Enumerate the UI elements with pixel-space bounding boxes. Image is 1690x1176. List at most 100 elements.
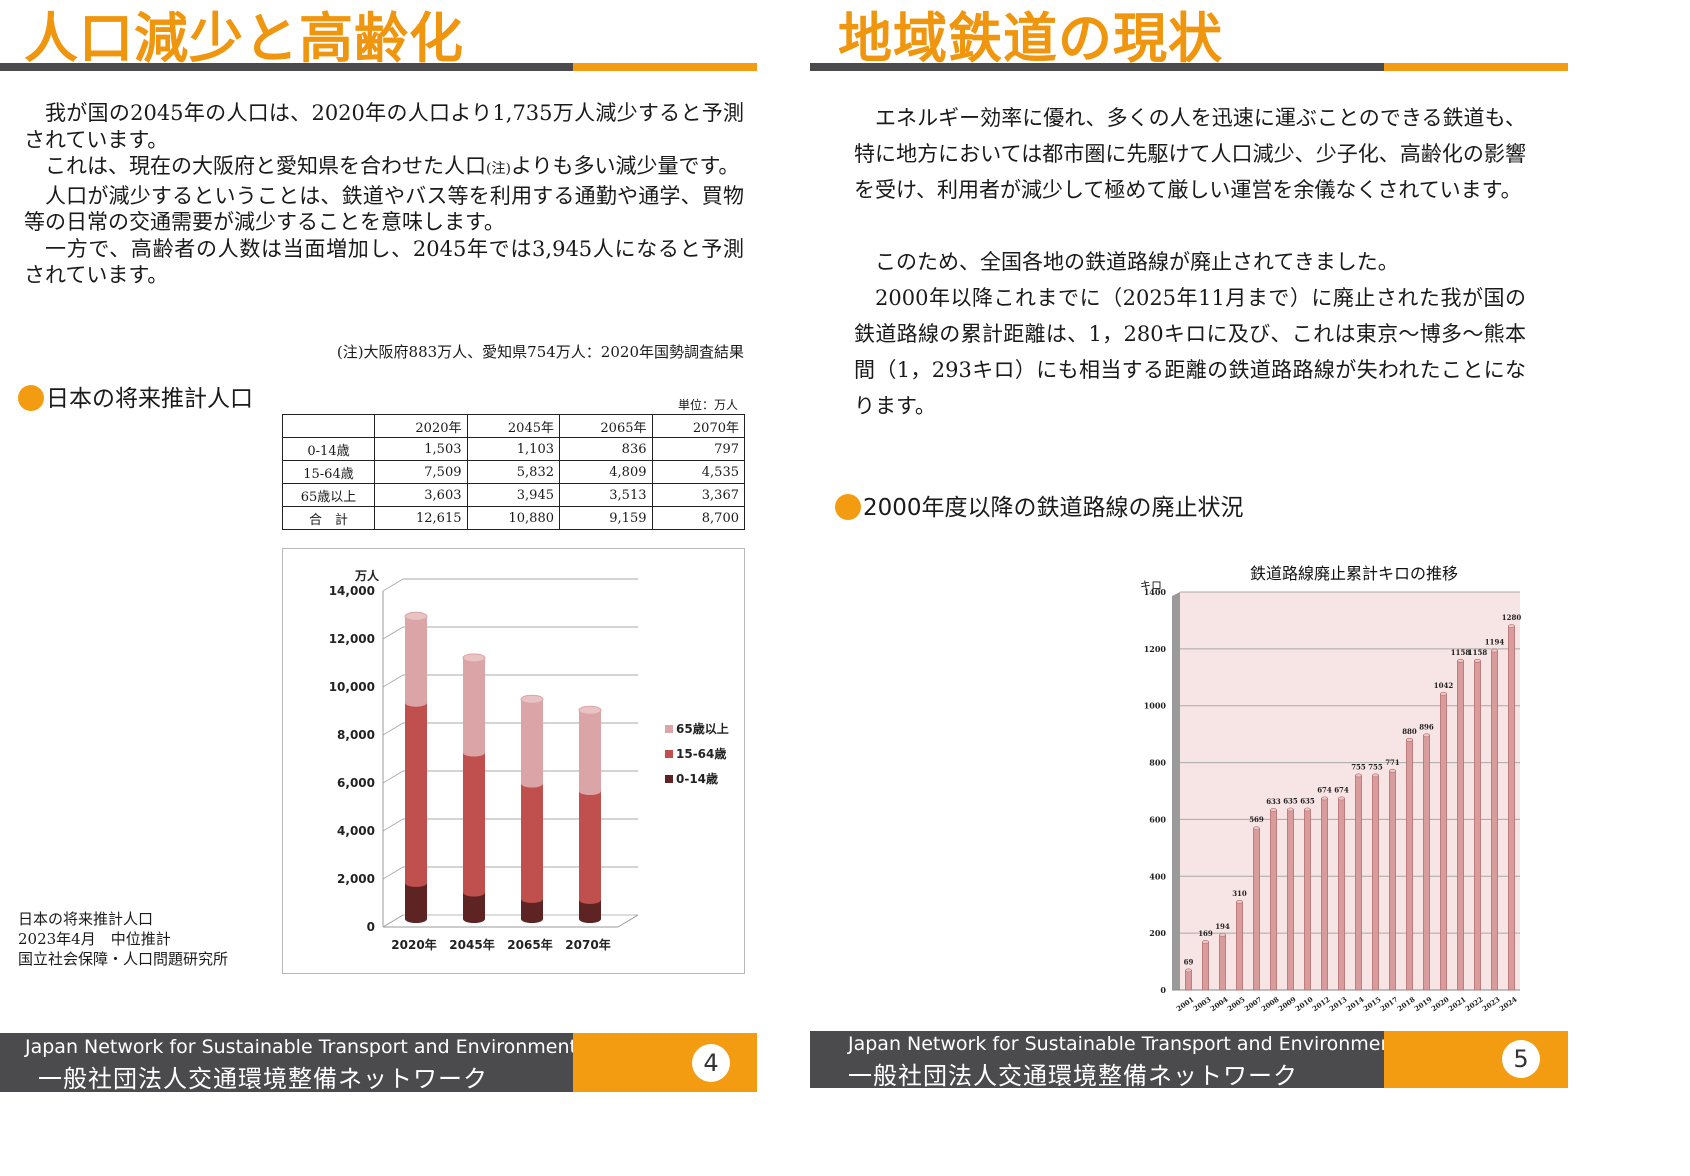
x-tick-label: 2009 bbox=[1277, 995, 1298, 1014]
gridline bbox=[382, 866, 404, 880]
table-header: 2020年 bbox=[374, 414, 468, 438]
paragraph: エネルギー効率に優れ、多くの人を迅速に運ぶことのできる鉄道も、特に地方においては… bbox=[854, 106, 1526, 202]
y-tick-label: 800 bbox=[1149, 758, 1166, 768]
floor-right-edge bbox=[617, 914, 639, 928]
unit-label: 単位：万人 bbox=[678, 398, 739, 412]
bar bbox=[1457, 660, 1464, 991]
page-title: 人口減少と高齢化 bbox=[24, 7, 464, 70]
data-label: 1158 bbox=[1468, 648, 1488, 657]
x-tick-label: 2015 bbox=[1362, 995, 1383, 1014]
legend-label: 15-64歳 bbox=[676, 746, 726, 761]
data-label: 771 bbox=[1385, 758, 1400, 767]
x-tick-label: 2005 bbox=[1226, 995, 1247, 1014]
y-tick-label: 0 bbox=[1160, 985, 1166, 995]
bar-top bbox=[1355, 773, 1362, 778]
bar-segment-bottom bbox=[463, 748, 485, 757]
data-label: 69 bbox=[1184, 957, 1194, 966]
x-tick-label: 2008 bbox=[1260, 995, 1281, 1014]
x-tick-label: 2045年 bbox=[449, 937, 494, 952]
page-number: 5 bbox=[1502, 1040, 1540, 1078]
bar bbox=[1287, 809, 1294, 991]
bar-segment-bottom bbox=[463, 888, 485, 897]
paragraph: 一方で、高齢者の人数は当面増加し、2045年では3,945人になると予測されてい… bbox=[24, 236, 744, 288]
bar bbox=[1440, 693, 1447, 991]
gridline bbox=[382, 818, 404, 832]
x-tick-label: 2010 bbox=[1294, 995, 1315, 1014]
table-header-row: 2020年 2045年 2065年 2070年 bbox=[282, 414, 745, 438]
x-tick-label: 2022 bbox=[1464, 995, 1485, 1014]
bar-top bbox=[1474, 658, 1481, 663]
paragraph: 我が国の2045年の人口は、2020年の人口より1,735万人減少すると予測され… bbox=[24, 101, 744, 152]
y-tick-label: 1000 bbox=[1144, 701, 1167, 711]
y-tick-label: 8,000 bbox=[337, 728, 375, 742]
chart-source: 日本の将来推計人口 2023年4月 中位推計 国立社会保障・人口問題研究所 bbox=[18, 910, 229, 968]
legend-swatch bbox=[665, 725, 673, 733]
bar-segment-bottom bbox=[521, 915, 543, 923]
bullet-icon bbox=[18, 385, 44, 411]
data-label: 880 bbox=[1402, 727, 1417, 736]
data-label: 635 bbox=[1300, 796, 1315, 805]
data-label: 633 bbox=[1266, 797, 1281, 806]
bar bbox=[1491, 650, 1498, 991]
population-table: 2020年 2045年 2065年 2070年 0-14歳 1,503 1,103… bbox=[282, 414, 745, 530]
footer: Japan Network for Sustainable Transport … bbox=[810, 1031, 1400, 1090]
page-4: 人口減少と高齢化 我が国の2045年の人口は、2020年の人口より1,735万人… bbox=[0, 0, 760, 1093]
y-tick-label: 10,000 bbox=[329, 680, 375, 694]
bar-top bbox=[578, 705, 602, 715]
bar-segment-bottom bbox=[405, 915, 427, 923]
bar-top bbox=[1253, 826, 1260, 831]
legend-swatch bbox=[665, 750, 673, 758]
y-tick-label: 2,000 bbox=[337, 872, 375, 886]
bar bbox=[1270, 809, 1277, 991]
y-tick-label: 400 bbox=[1149, 871, 1166, 881]
title-rule-orange bbox=[573, 63, 757, 71]
y-tick-label: 4,000 bbox=[337, 824, 375, 838]
title-rule-dark bbox=[810, 63, 1384, 71]
table-row: 0-14歳 1,503 1,103 836 797 bbox=[282, 437, 745, 461]
bar-segment bbox=[521, 699, 543, 784]
data-label: 755 bbox=[1351, 762, 1366, 771]
paragraph: 人口が減少するということは、鉄道やバス等を利用する通勤や通学、買物等の日常の交通… bbox=[24, 183, 744, 235]
y-tick-label: 1200 bbox=[1144, 644, 1167, 654]
section-title: 2000年度以降の鉄道路線の廃止状況 bbox=[835, 488, 1244, 522]
paragraph: これは、現在の大阪府と愛知県を合わせた人口(注)よりも多い減少量です。 bbox=[45, 154, 740, 178]
bar-top bbox=[1508, 624, 1515, 629]
data-label: 569 bbox=[1249, 815, 1264, 824]
x-tick-label: 2012 bbox=[1311, 995, 1332, 1014]
bar-segment bbox=[405, 702, 427, 883]
footer-org-en: Japan Network for Sustainable Transport … bbox=[848, 1033, 1400, 1055]
bar bbox=[1304, 809, 1311, 991]
page-title: 地域鉄道の現状 bbox=[838, 7, 1223, 70]
x-tick-label: 2001 bbox=[1175, 995, 1196, 1014]
page-5: 地域鉄道の現状 エネルギー効率に優れ、多くの人を迅速に運ぶことのできる鉄道も、特… bbox=[808, 0, 1568, 1092]
x-tick-label: 2013 bbox=[1328, 995, 1349, 1014]
y-tick-label: 6,000 bbox=[337, 776, 375, 790]
legend-label: 65歳以上 bbox=[676, 721, 729, 736]
x-tick-label: 2004 bbox=[1209, 995, 1230, 1014]
bar-segment bbox=[405, 882, 427, 919]
data-label: 896 bbox=[1419, 722, 1434, 731]
data-label: 674 bbox=[1334, 785, 1349, 794]
gridline bbox=[382, 578, 404, 592]
y-tick-label: 1400 bbox=[1144, 587, 1167, 597]
data-label: 1158 bbox=[1451, 648, 1471, 657]
bar bbox=[1389, 770, 1396, 991]
body-text: エネルギー効率に優れ、多くの人を迅速に運ぶことのできる鉄道も、特に地方においては… bbox=[854, 100, 1526, 424]
bar-top bbox=[1406, 737, 1413, 742]
bar-top bbox=[1270, 808, 1277, 812]
bar-segment bbox=[463, 752, 485, 893]
bar bbox=[1219, 934, 1226, 991]
data-label: 1280 bbox=[1502, 613, 1522, 622]
bar-top bbox=[404, 611, 428, 621]
bar-top bbox=[1219, 932, 1226, 937]
bar-segment-bottom bbox=[579, 915, 601, 923]
title-rule-dark bbox=[0, 63, 573, 71]
legend-swatch bbox=[665, 775, 673, 783]
footer-org-jp: 一般社団法人交通環境整備ネットワーク bbox=[848, 1062, 1298, 1090]
x-tick-label: 2065年 bbox=[507, 937, 552, 952]
bar bbox=[1508, 625, 1515, 991]
bar-segment-bottom bbox=[405, 698, 427, 707]
table-row: 65歳以上 3,603 3,945 3,513 3,367 bbox=[282, 483, 745, 507]
bar bbox=[1253, 827, 1260, 991]
